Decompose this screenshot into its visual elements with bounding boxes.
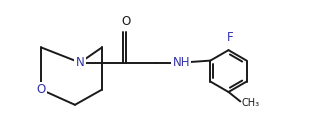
Text: CH₃: CH₃ [242,98,260,108]
Text: NH: NH [173,56,190,69]
Text: NH: NH [173,56,190,69]
Text: F: F [227,31,233,44]
Text: N: N [76,56,84,69]
Text: O: O [121,15,130,28]
Text: O: O [37,83,46,96]
